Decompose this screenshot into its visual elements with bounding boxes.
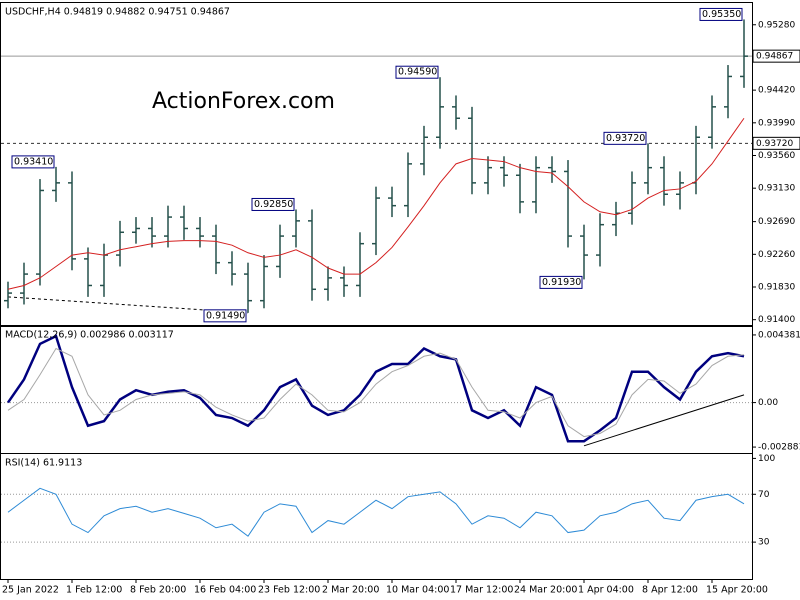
annotation-box	[699, 7, 743, 21]
y-tick-label: 0.93560	[758, 151, 795, 161]
y-tick-label: 0.91400	[758, 315, 795, 325]
x-tick-label: 15 Apr 20:00	[706, 585, 768, 596]
annotation-label: 0.92850	[254, 199, 293, 210]
panel-border	[0, 453, 753, 580]
x-tick-label: 1 Apr 04:00	[578, 585, 634, 596]
annotation-label: 0.91930	[542, 277, 581, 288]
y-tick-label: 70	[758, 490, 770, 500]
x-tick-label: 8 Apr 12:00	[642, 585, 698, 596]
y-tick-label: 0.95280	[758, 20, 795, 30]
trend-line	[583, 394, 745, 447]
x-tick-label: 1 Feb 12:00	[66, 585, 122, 596]
y-tick-label: 0.92260	[758, 250, 795, 260]
y-tick-label: -0.002881	[758, 443, 800, 453]
series-line	[6, 334, 745, 443]
annotation-label: 0.94590	[398, 67, 437, 78]
annotation-box	[11, 155, 55, 169]
panel-title: MACD(12,26,9) 0.002986 0.003117	[5, 330, 174, 341]
watermark: ActionForex.com	[152, 89, 335, 114]
x-tick-label: 25 Jan 2022	[2, 585, 59, 596]
y-tick-label: 0.91830	[758, 282, 795, 292]
series-line	[7, 117, 745, 290]
price-box	[752, 49, 800, 63]
x-tick-label: 24 Mar 20:00	[514, 585, 577, 596]
price-label: 0.93720	[756, 139, 793, 149]
series-line	[7, 487, 745, 537]
panel-border	[0, 2, 753, 327]
x-tick-label: 8 Feb 20:00	[130, 585, 186, 596]
x-tick-label: 16 Feb 04:00	[194, 585, 256, 596]
x-tick-label: 17 Mar 12:00	[450, 585, 513, 596]
price-box	[752, 136, 800, 150]
annotation-label: 0.93410	[14, 156, 53, 167]
y-tick-label: 0.92690	[758, 217, 795, 227]
price-label: 0.94867	[756, 52, 793, 62]
panel-title: USDCHF,H4 0.94819 0.94882 0.94751 0.9486…	[5, 7, 230, 18]
y-tick-label: 0.94420	[758, 86, 795, 96]
annotation-box	[251, 197, 295, 211]
y-tick-label: 30	[758, 538, 770, 548]
y-tick-label: 0.93990	[758, 118, 795, 128]
annotation-box	[603, 131, 647, 145]
y-tick-label: 100	[758, 454, 775, 464]
series-line	[7, 347, 745, 438]
annotation-box	[539, 275, 583, 289]
x-tick-label: 10 Mar 04:00	[386, 585, 449, 596]
annotation-box	[203, 309, 247, 323]
annotation-label: 0.93720	[606, 133, 645, 144]
annotation-label: 0.95350	[702, 9, 741, 20]
annotation-box	[395, 65, 439, 79]
annotation-label: 0.91490	[206, 310, 245, 321]
x-tick-label: 23 Feb 12:00	[258, 585, 320, 596]
y-tick-label: 0.93130	[758, 184, 795, 194]
x-tick-label: 2 Mar 20:00	[322, 585, 379, 596]
panel-title: RSI(14) 61.9113	[5, 458, 82, 469]
y-tick-label: 0.004381	[758, 330, 800, 340]
y-tick-label: 0.00	[758, 398, 778, 408]
